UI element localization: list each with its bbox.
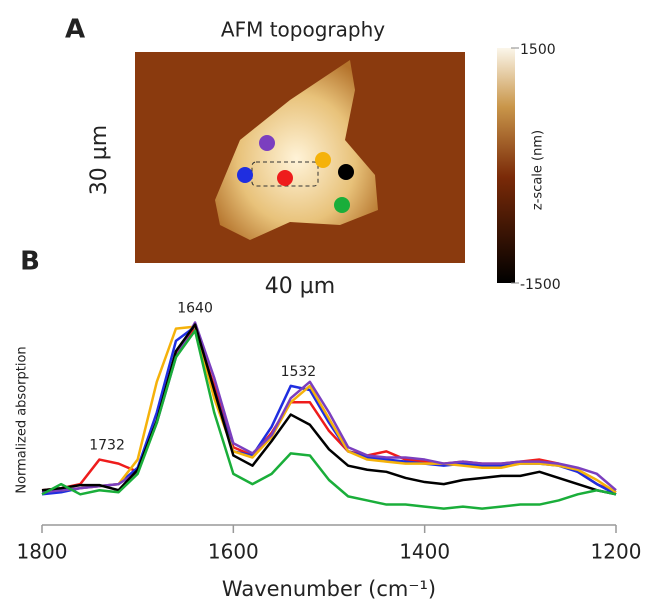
spectrum-line [42,325,617,494]
x-tick-label: 1800 [17,540,68,564]
spectrum-line [41,329,617,510]
x-axis-label: Wavenumber (cm⁻¹) [222,577,436,601]
panel-label: B [20,247,40,277]
image-x-label: 40 µm [265,274,335,299]
measurement-point [259,135,275,151]
measurement-point [315,152,331,168]
colorbar-label: z-scale (nm) [531,130,546,210]
measurement-point [237,167,253,183]
colorbar-tick-label: 1500 [520,42,556,58]
afm-image [135,52,465,263]
x-tick-label: 1400 [399,540,450,564]
colorbar-tick-label: -1500 [520,277,561,293]
measurement-point [277,170,293,186]
peak-annotation: 1732 [89,438,125,454]
x-tick-label: 1200 [591,540,642,564]
spectrum-line [41,323,617,496]
y-axis-label: Normalized absorption [15,346,30,493]
image-y-label: 30 µm [87,125,112,195]
measurement-point [338,164,354,180]
afm-sample [215,60,378,240]
x-tick-label: 1600 [208,540,259,564]
peak-annotation: 1532 [281,364,317,380]
colorbar [497,48,515,283]
peak-annotation: 1640 [177,301,213,317]
panel-label: A [65,15,85,45]
measurement-point [334,197,350,213]
panel-title: AFM topography [221,18,385,42]
